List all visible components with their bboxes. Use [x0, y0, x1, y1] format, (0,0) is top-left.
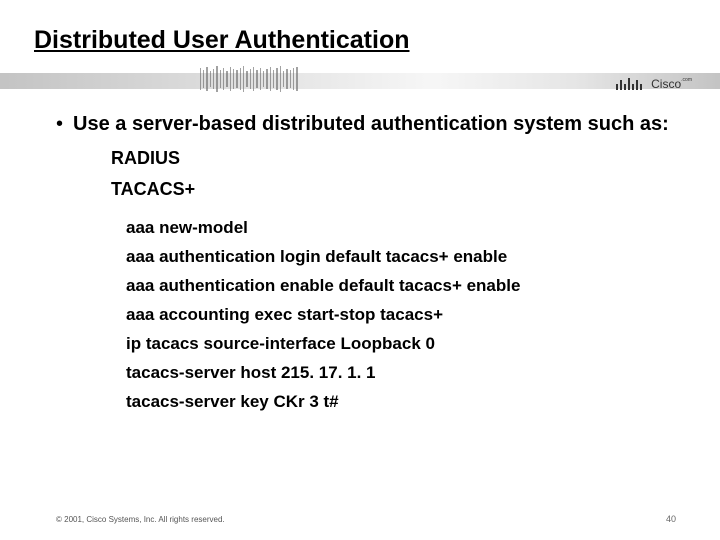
- config-line: tacacs-server key CKr 3 t#: [126, 388, 672, 417]
- copyright-text: © 2001, Cisco Systems, Inc. All rights r…: [56, 515, 225, 524]
- logo-brand: Cisco: [651, 77, 681, 91]
- protocol-item: TACACS+: [111, 174, 672, 205]
- cisco-logo: Cisco.com: [616, 78, 692, 90]
- slide-title: Distributed User Authentication: [34, 26, 410, 55]
- config-line: aaa accounting exec start-stop tacacs+: [126, 301, 672, 330]
- protocol-item: RADIUS: [111, 143, 672, 174]
- config-line: tacacs-server host 215. 17. 1. 1: [126, 359, 672, 388]
- bullet-item: • Use a server-based distributed authent…: [56, 112, 672, 137]
- protocol-list: RADIUS TACACS+: [111, 143, 672, 204]
- config-block: aaa new-model aaa authentication login d…: [126, 214, 672, 416]
- footer: © 2001, Cisco Systems, Inc. All rights r…: [56, 514, 676, 524]
- bullet-text: Use a server-based distributed authentic…: [73, 112, 669, 137]
- decorative-bars: [200, 64, 560, 94]
- page-number: 40: [666, 514, 676, 524]
- cisco-logo-text: Cisco.com: [651, 78, 692, 90]
- logo-suffix: .com: [681, 77, 692, 83]
- bullet-marker: •: [56, 112, 63, 137]
- cisco-logo-icon: [616, 78, 642, 90]
- content-area: • Use a server-based distributed authent…: [56, 112, 672, 416]
- slide: Distributed User Authentication Cisco.co…: [0, 0, 720, 540]
- config-line: aaa authentication enable default tacacs…: [126, 272, 672, 301]
- config-line: aaa new-model: [126, 214, 672, 243]
- config-line: ip tacacs source-interface Loopback 0: [126, 330, 672, 359]
- config-line: aaa authentication login default tacacs+…: [126, 243, 672, 272]
